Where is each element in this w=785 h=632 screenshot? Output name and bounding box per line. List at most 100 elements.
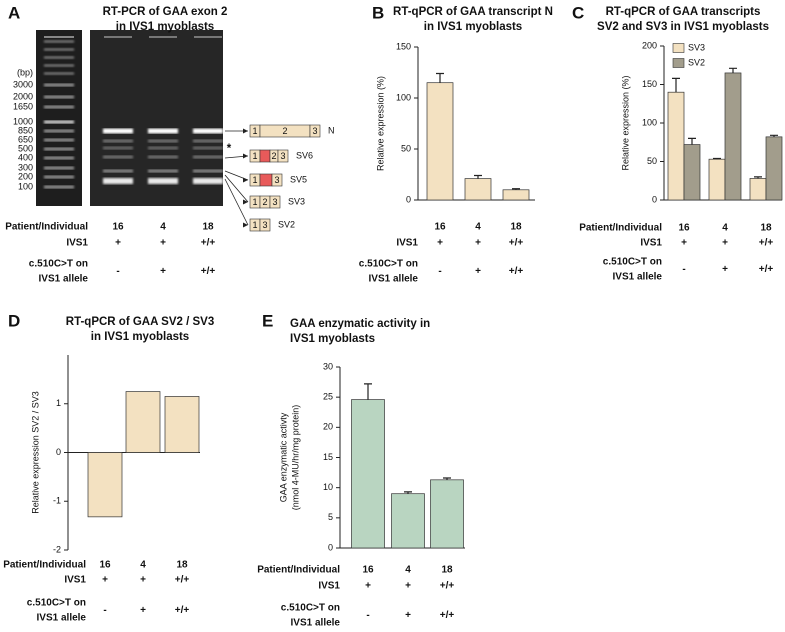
row-label: IVS1 allele	[39, 274, 89, 285]
ladder-label: 500	[18, 143, 33, 153]
row-label: c.510C>T on	[603, 257, 662, 268]
y-tick-label: 10	[323, 482, 333, 492]
ladder-band	[44, 105, 74, 109]
gel-band	[193, 155, 223, 159]
ladder-band	[44, 120, 74, 124]
exon-box	[277, 149, 289, 163]
ladder-band	[44, 83, 74, 87]
y-tick-label: -1	[53, 496, 61, 506]
row-label: IVS1 allele	[37, 613, 87, 624]
category-label: 16	[112, 222, 124, 233]
exon-label: 1	[252, 126, 257, 136]
gel-band	[148, 146, 178, 150]
y-tick-label: -2	[53, 544, 61, 554]
bar	[426, 82, 454, 201]
row-value: +	[365, 581, 371, 592]
row-value: +/+	[509, 238, 524, 249]
row-value: +/+	[509, 266, 524, 277]
exon-box	[259, 173, 273, 187]
row-value: +/+	[175, 575, 190, 586]
error-bar	[404, 491, 412, 494]
bar	[724, 72, 742, 201]
ladder-label: 1650	[13, 101, 33, 111]
gel-band	[148, 178, 178, 184]
well	[44, 36, 74, 38]
error-bar	[672, 77, 680, 93]
row-value: +/+	[440, 581, 455, 592]
ladder-band	[44, 56, 74, 59]
category-label: 18	[176, 560, 188, 571]
y-tick-label: 0	[406, 194, 411, 204]
ladder-label: 1000	[13, 116, 33, 126]
chart-title: SV2 and SV3 in IVS1 myoblasts	[597, 21, 769, 33]
row-label: IVS1	[396, 238, 418, 249]
category-label: 4	[722, 223, 728, 234]
row-value: +	[405, 610, 411, 621]
y-tick-label: 15	[323, 452, 333, 462]
well	[149, 36, 177, 38]
bar	[164, 396, 200, 453]
row-label: Patient/Individual	[5, 222, 88, 233]
row-value: +/+	[175, 605, 190, 616]
row-value: +	[160, 238, 166, 249]
gel-band	[103, 139, 133, 143]
bar	[464, 178, 492, 201]
bar	[351, 399, 385, 549]
row-label: c.510C>T on	[27, 598, 86, 609]
error-bar	[770, 134, 778, 137]
ladder-label: 3000	[13, 79, 33, 89]
chart-title: in IVS1 myoblasts	[424, 21, 522, 33]
arrow-head	[243, 128, 248, 134]
row-label: IVS1	[640, 238, 662, 249]
y-axis-label: Relative expression (%)	[620, 75, 630, 170]
exon-box	[259, 218, 271, 232]
legend-swatch	[672, 58, 685, 68]
well	[104, 36, 132, 38]
band-label: SV5	[290, 174, 307, 184]
category-label: 18	[510, 222, 522, 233]
exon-label: 2	[271, 151, 276, 161]
ladder-band	[44, 138, 74, 142]
chart-title: RT-qPCR of GAA SV2 / SV3	[66, 316, 214, 328]
arrow-head	[243, 177, 248, 183]
row-value: +	[102, 575, 108, 586]
y-tick-label: 0	[652, 194, 657, 204]
error-bar	[688, 137, 696, 145]
chart-title: IVS1 myoblasts	[290, 333, 375, 345]
gel-band	[193, 178, 223, 184]
panel-letter: A	[8, 3, 20, 22]
band-label: SV2	[278, 219, 295, 229]
row-value: +	[681, 238, 687, 249]
exon-label: 3	[274, 175, 279, 185]
error-bar	[436, 72, 444, 83]
row-label: IVS1	[66, 238, 88, 249]
error-bar	[364, 383, 372, 400]
bar	[502, 189, 530, 201]
gel-band	[193, 128, 223, 134]
chart-title: RT-qPCR of GAA transcripts	[606, 6, 761, 18]
chart-title: GAA enzymatic activity in	[290, 318, 430, 330]
y-tick-label: 200	[642, 40, 657, 50]
category-label: 4	[140, 560, 146, 571]
bar	[708, 158, 726, 201]
row-label: IVS1	[64, 575, 86, 586]
gel-band	[148, 169, 178, 173]
ladder-band	[44, 166, 74, 170]
ladder-label: 850	[18, 125, 33, 135]
legend-label: SV2	[688, 57, 705, 67]
bar	[667, 91, 685, 201]
row-label: Patient/Individual	[3, 560, 86, 571]
row-value: -	[116, 266, 119, 277]
exon-label: 1	[252, 220, 257, 230]
panel-letter: C	[572, 3, 584, 22]
arrow-head	[243, 222, 248, 228]
ladder-label: 300	[18, 162, 33, 172]
ladder-label: 650	[18, 134, 33, 144]
row-value: +	[140, 605, 146, 616]
legend-label: SV3	[688, 42, 705, 52]
row-value: +	[160, 266, 166, 277]
y-tick-label: 150	[396, 41, 411, 51]
category-label: 18	[202, 222, 214, 233]
exon-label: 1	[252, 175, 257, 185]
exon-box	[309, 124, 321, 138]
